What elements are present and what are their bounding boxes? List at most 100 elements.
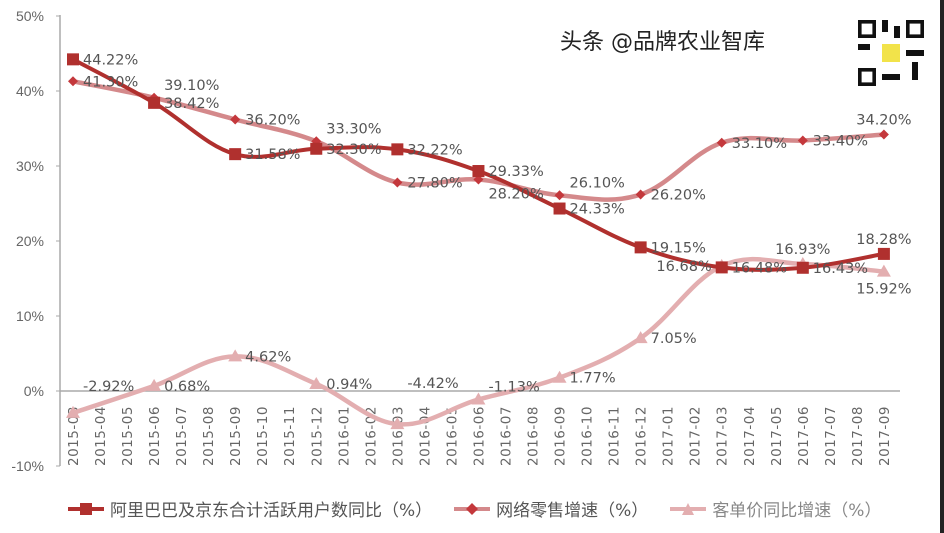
x-tick-label: 2016-06 — [471, 406, 487, 466]
data-label: 7.05% — [651, 331, 697, 347]
data-point-diamond — [392, 177, 403, 188]
data-point-square — [67, 53, 79, 66]
legend-triangle-marker-icon — [670, 502, 707, 515]
x-tick-label: 2016-08 — [526, 406, 542, 466]
data-label: 39.10% — [164, 78, 219, 94]
data-label: 18.28% — [856, 232, 911, 248]
x-tick-label: 2016-09 — [553, 406, 569, 466]
data-label: 26.20% — [651, 188, 706, 204]
data-label: 0.68% — [164, 379, 210, 395]
data-label: 41.30% — [83, 74, 138, 90]
x-tick-label: 2017-07 — [823, 406, 839, 466]
data-point-square — [391, 143, 404, 156]
data-label: 0.94% — [326, 377, 372, 393]
data-label: 44.22% — [83, 52, 138, 68]
x-tick-label: 2015-05 — [120, 406, 136, 466]
x-tick-label: 2016-12 — [634, 406, 650, 466]
legend-item-online-retail: 网络零售增速（%） — [452, 496, 648, 521]
x-tick-label: 2015-03 — [66, 406, 82, 466]
x-tick-label: 2017-08 — [850, 406, 866, 466]
data-label: 32.30% — [326, 142, 381, 158]
x-tick-label: 2015-10 — [255, 406, 271, 466]
data-label: 36.20% — [245, 113, 300, 129]
legend-diamond-marker-icon — [454, 502, 491, 515]
x-tick-label: 2015-06 — [147, 406, 163, 466]
data-label: 33.30% — [326, 121, 381, 137]
data-point-diamond — [230, 114, 241, 125]
x-tick-label: 2015-11 — [282, 406, 298, 466]
data-label: 15.92% — [856, 282, 911, 298]
legend-label: 客单价同比增速（%） — [712, 501, 882, 521]
x-tick-label: 2015-04 — [93, 406, 109, 466]
x-tick-label: 2016-05 — [444, 406, 460, 466]
data-label: 32.22% — [407, 142, 462, 158]
data-point-triangle — [471, 392, 486, 405]
data-point-diamond — [716, 137, 727, 148]
data-point-triangle — [876, 264, 891, 277]
data-point-diamond — [635, 189, 646, 200]
data-point-square — [229, 148, 242, 161]
data-label: 38.42% — [164, 96, 219, 112]
x-tick-label: 2017-05 — [769, 406, 785, 466]
y-tick-label: 50% — [16, 8, 44, 24]
legend: 阿里巴巴及京东合计活跃用户数同比（%） 网络零售增速（%） 客单价同比增速（%） — [66, 496, 881, 521]
legend-square-marker-icon — [68, 502, 104, 515]
data-point-diamond — [878, 129, 889, 140]
data-label: -4.42% — [407, 376, 458, 392]
data-point-square — [796, 261, 809, 274]
x-tick-label: 2015-07 — [174, 406, 190, 466]
x-tick-label: 2016-07 — [498, 406, 514, 466]
data-point-triangle — [390, 417, 405, 430]
data-label: 28.20% — [488, 187, 543, 203]
x-tick-label: 2016-04 — [417, 406, 433, 466]
data-point-square — [472, 165, 485, 178]
data-point-triangle — [552, 370, 567, 383]
data-point-triangle — [633, 331, 648, 344]
data-point-triangle — [147, 378, 162, 391]
x-tick-label: 2015-08 — [201, 406, 217, 466]
data-point-diamond — [797, 135, 808, 146]
legend-label: 阿里巴巴及京东合计活跃用户数同比（%） — [110, 501, 433, 521]
y-tick-label: 40% — [16, 83, 44, 99]
y-tick-label: -10% — [11, 458, 44, 474]
watermark: 头条 @品牌农业智库 — [560, 30, 765, 55]
data-label: 19.15% — [651, 240, 706, 256]
x-tick-label: 2017-02 — [688, 406, 704, 466]
x-tick-label: 2016-01 — [336, 406, 352, 466]
data-point-triangle — [309, 376, 324, 389]
y-tick-label: 10% — [16, 308, 44, 324]
x-tick-label: 2016-03 — [390, 406, 406, 466]
x-tick-label: 2015-12 — [309, 406, 325, 466]
x-tick-label: 2016-02 — [363, 406, 379, 466]
x-tick-label: 2016-10 — [580, 406, 596, 466]
frame-border — [940, 0, 944, 533]
data-label: 16.43% — [813, 261, 868, 277]
data-point-diamond — [554, 190, 565, 201]
data-label: 29.33% — [488, 164, 543, 180]
x-tick-label: 2017-03 — [715, 406, 731, 466]
x-tick-label: 2017-01 — [661, 406, 677, 466]
data-point-triangle — [228, 349, 243, 362]
data-point-square — [715, 261, 728, 274]
x-tick-label: 2017-04 — [742, 406, 758, 466]
data-label: 31.58% — [245, 147, 300, 163]
data-label: 33.40% — [813, 134, 868, 150]
x-tick-label: 2017-06 — [796, 406, 812, 466]
data-point-square — [310, 142, 323, 155]
qr-code-icon — [858, 20, 924, 86]
y-tick-label: 30% — [16, 158, 44, 174]
legend-label: 网络零售增速（%） — [496, 501, 649, 521]
x-tick-label: 2017-09 — [877, 406, 893, 466]
x-tick-label: 2016-11 — [607, 406, 623, 466]
data-label: -1.13% — [488, 379, 539, 395]
y-tick-label: 20% — [16, 233, 44, 249]
data-label: 24.33% — [570, 202, 625, 218]
data-point-square — [877, 247, 890, 260]
legend-item-avg-order: 客单价同比增速（%） — [668, 496, 881, 521]
data-label: -2.92% — [83, 379, 134, 395]
data-label: 16.93% — [775, 242, 830, 258]
data-point-diamond — [68, 76, 78, 87]
data-label: 1.77% — [570, 371, 616, 387]
data-label: 26.10% — [570, 175, 625, 191]
